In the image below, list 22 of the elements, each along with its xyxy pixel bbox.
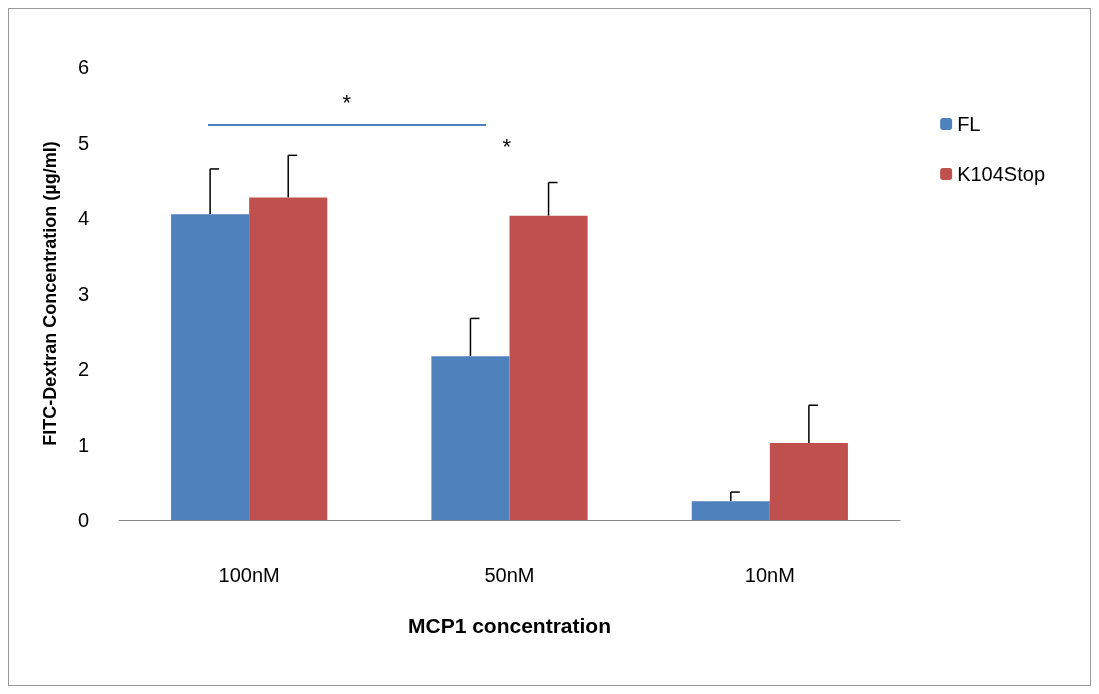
y-tick-label: 0 [77, 509, 89, 531]
y-tick-label: 5 [77, 131, 89, 154]
bar [249, 197, 328, 520]
legend-label: FL [957, 113, 981, 135]
bar [431, 356, 510, 520]
x-tick-label: 50nM [484, 564, 535, 586]
x-axis-title: MCP1 concentration [407, 614, 612, 637]
y-tick-label: 6 [77, 56, 89, 78]
y-axis-title: FITC-Dextran Concentration (µg/ml) [40, 141, 60, 446]
legend-label: K104Stop [957, 163, 1046, 185]
y-tick-label: 1 [77, 433, 89, 456]
y-tick-label: 2 [77, 358, 89, 380]
bar [769, 442, 848, 520]
y-tick-label: 4 [77, 207, 89, 229]
annotation: * [341, 89, 353, 116]
bar [171, 214, 250, 520]
bar [691, 501, 770, 520]
annotation: * [501, 134, 513, 161]
bar [509, 215, 588, 520]
x-tick-label: 10nM [744, 564, 795, 586]
y-tick-label: 3 [77, 282, 89, 305]
x-tick-label: 100nM [218, 564, 280, 586]
